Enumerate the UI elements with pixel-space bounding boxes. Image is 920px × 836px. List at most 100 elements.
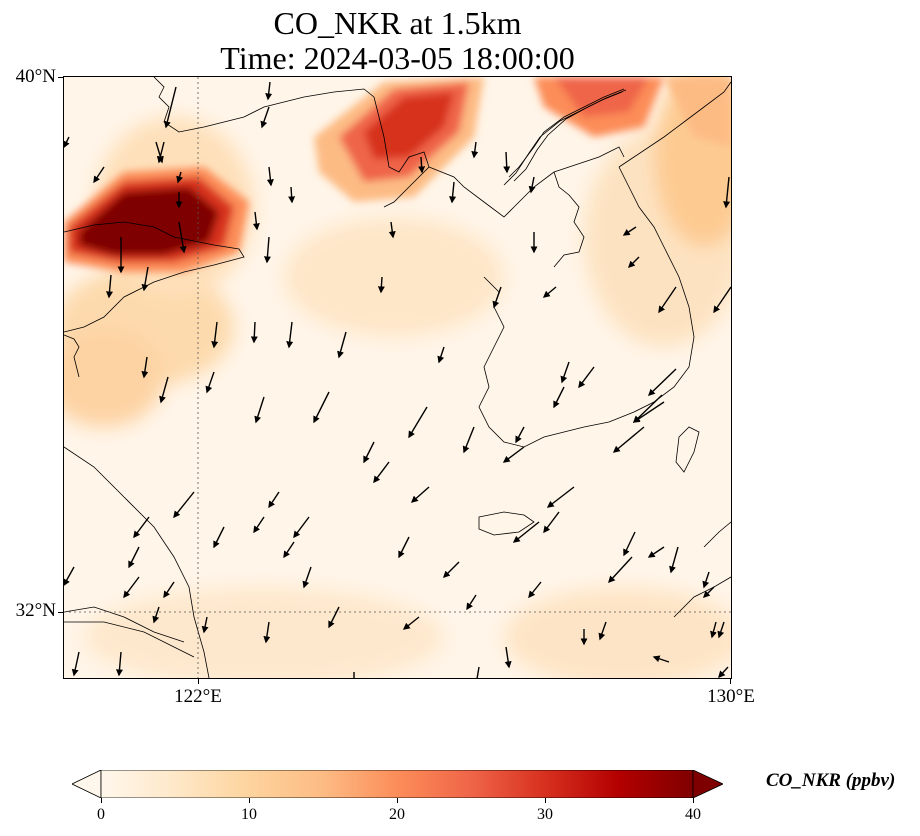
wind-arrow (408, 406, 428, 439)
coastlines (64, 77, 731, 678)
colorbar-extend-max (692, 770, 723, 798)
wind-arrow (205, 371, 215, 394)
wind-arrow (713, 286, 731, 314)
wind-arrow (313, 391, 330, 424)
colorbar-tick-label: 30 (537, 806, 553, 823)
colorbar-tick-label: 10 (241, 806, 257, 823)
wind-arrow (410, 486, 430, 503)
lat-tick (58, 77, 64, 78)
wind-arrow (578, 366, 595, 389)
wind-arrow (253, 516, 265, 534)
lon-tick (730, 678, 731, 684)
wind-arrow (328, 606, 340, 629)
wind-arrow (211, 321, 219, 349)
colorbar-tick-label: 40 (685, 806, 701, 823)
wind-arrow (123, 576, 140, 599)
wind-arrow (159, 376, 169, 404)
wind-arrow (710, 621, 717, 639)
wind-arrow (504, 646, 512, 669)
wind-arrow (612, 426, 645, 453)
wind-arrow (515, 426, 525, 444)
wind-arrow (398, 536, 410, 559)
wind-arrow (263, 236, 271, 264)
colorbar-tick (249, 798, 250, 803)
wind-arrow (476, 666, 480, 678)
wind-arrow (647, 546, 665, 558)
wind-arrow (622, 226, 637, 236)
wind-arrow (363, 441, 375, 464)
wind-arrow (658, 286, 677, 314)
map-title-line-2: Time: 2024-03-05 18:00:00 (220, 40, 575, 76)
colorbar-label: CO_NKR (ppbv) (766, 770, 896, 791)
wind-arrow (512, 521, 540, 543)
colorbar (72, 770, 723, 798)
lat-label-40n: 40°N (15, 66, 56, 87)
wind-arrow (288, 186, 296, 204)
wind-arrow (163, 581, 175, 599)
wind-arrow (93, 166, 105, 184)
wind-arrow (628, 256, 640, 268)
wind-arrow (71, 651, 80, 677)
lon-tick (198, 678, 199, 684)
wind-arrow (543, 511, 560, 534)
wind-arrow (128, 546, 140, 569)
wind-arrow (106, 274, 113, 299)
wind-arrow (502, 446, 525, 463)
wind-arrow (471, 141, 479, 159)
wind-arrow (388, 221, 396, 239)
wind-arrow (623, 531, 636, 557)
wind-arrow (252, 211, 260, 231)
wind-arrow (263, 621, 271, 644)
wind-arrow (560, 361, 570, 384)
wind-arrow (268, 491, 280, 509)
wind-arrow (173, 491, 195, 519)
wind-arrow (64, 136, 70, 149)
wind-arrow (443, 561, 460, 578)
wind-arrow (133, 516, 150, 539)
wind-arrow (152, 606, 160, 624)
wind-arrow (176, 171, 183, 184)
wind-arrow (437, 346, 445, 364)
lat-tick (58, 612, 64, 613)
wind-arrow (115, 651, 123, 677)
wind-arrow (652, 655, 670, 663)
wind-arrow (213, 526, 225, 549)
map-title-line-1: CO_NKR at 1.5km (273, 5, 522, 41)
wind-arrow (302, 566, 312, 589)
wind-arrow (632, 401, 665, 423)
wind-arrow (449, 181, 457, 204)
wind-arrow (723, 176, 731, 209)
colorbar-extend-min (72, 770, 102, 798)
wind-arrow (250, 321, 258, 344)
lat-label-32n: 32°N (15, 600, 56, 621)
wind-arrow (717, 621, 725, 639)
wind-arrow (647, 368, 677, 396)
wind-arrow (542, 286, 557, 298)
map-panel (63, 76, 732, 679)
wind-arrow (201, 616, 209, 634)
colorbar-tick (545, 798, 546, 803)
colorbar-tick (397, 798, 398, 803)
wind-arrow (418, 156, 426, 174)
wind-arrow (402, 616, 420, 630)
gridlines (64, 77, 731, 678)
wind-arrow (377, 276, 385, 294)
wind-arrow (528, 176, 536, 194)
wind-arrow (141, 356, 149, 379)
wind-arrow (598, 621, 607, 641)
wind-arrow (669, 546, 679, 574)
colorbar-tick (693, 798, 694, 803)
wind-arrow (703, 586, 715, 598)
wind-arrow (254, 396, 265, 424)
wind-arrow (492, 286, 502, 309)
wind-arrow (155, 141, 164, 164)
lon-label-122e: 122°E (174, 686, 222, 707)
wind-arrow (466, 594, 477, 611)
wind-arrow (608, 556, 633, 584)
wind-arrow (553, 386, 565, 409)
wind-vectors (64, 81, 731, 678)
wind-arrow (141, 266, 149, 292)
wind-arrow (293, 516, 310, 539)
concentration-field (64, 77, 731, 678)
colorbar-tick-label: 20 (389, 806, 405, 823)
